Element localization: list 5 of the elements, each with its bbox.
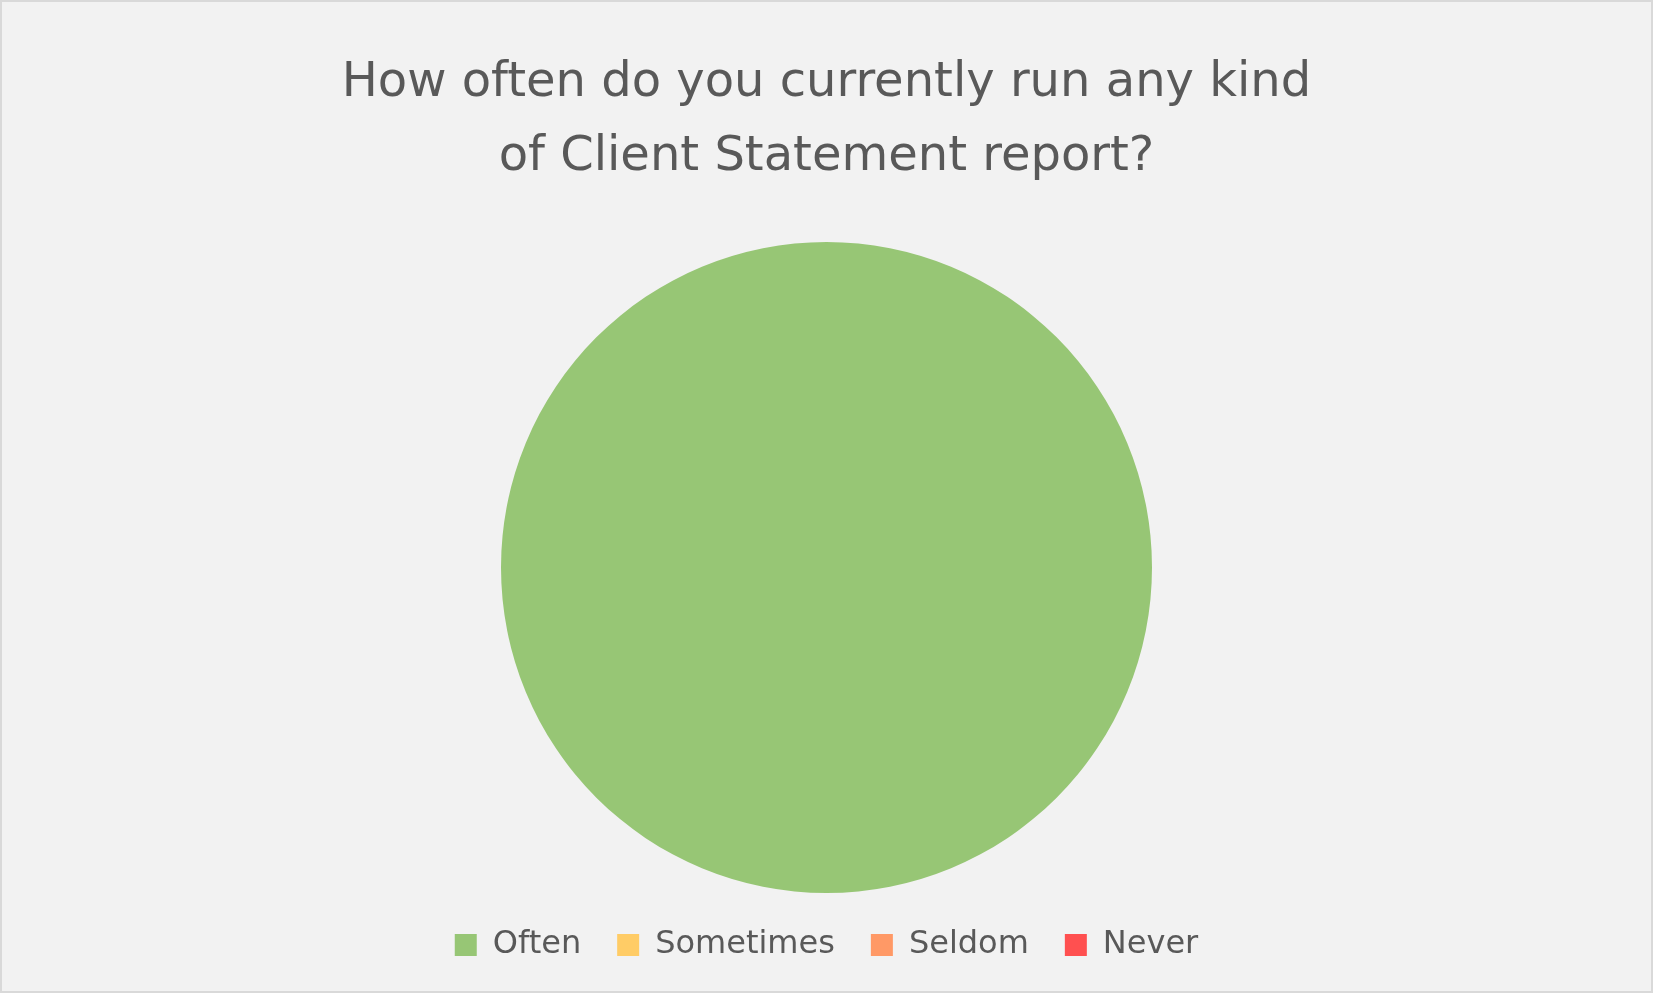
legend-label: Often <box>492 923 582 962</box>
legend-label: Sometimes <box>655 923 835 962</box>
chart-title: How often do you currently run any kind of Client Statement report? <box>340 50 1313 183</box>
legend-label: Never <box>1102 923 1200 962</box>
legend-label: Seldom <box>908 923 1029 962</box>
